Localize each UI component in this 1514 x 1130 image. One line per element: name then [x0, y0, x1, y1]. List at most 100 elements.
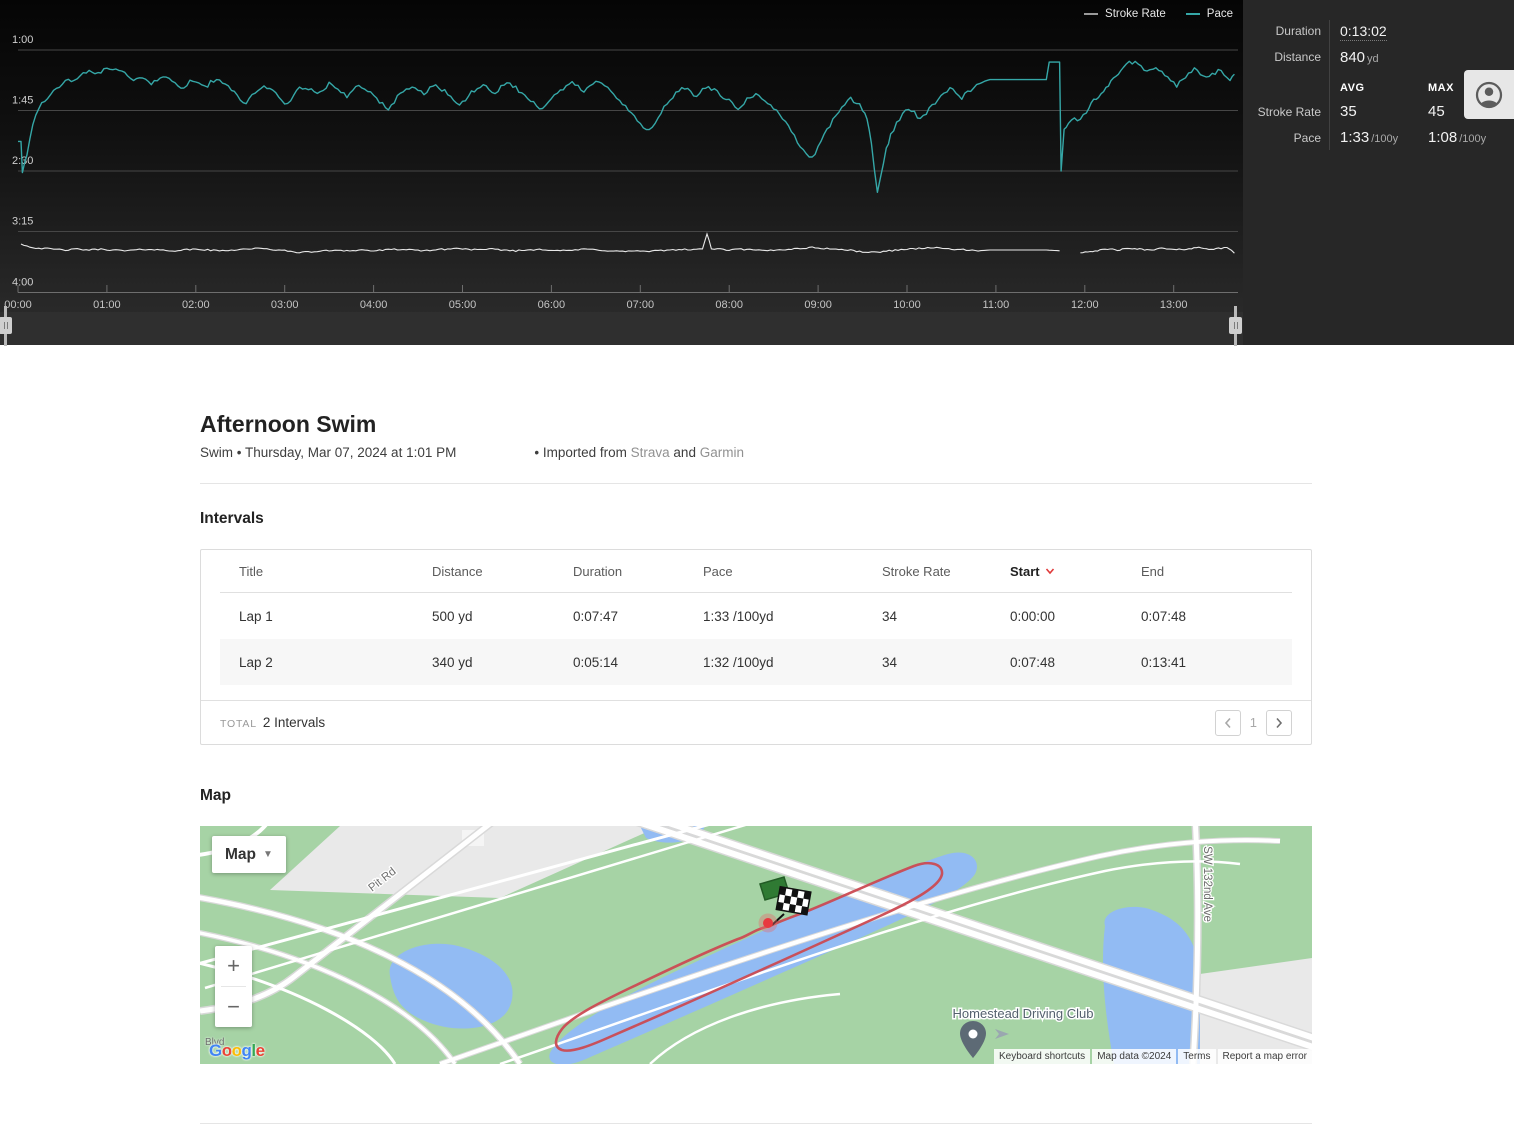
stroke-rate-line — [20, 232, 1060, 254]
terms-link[interactable]: Terms — [1178, 1049, 1216, 1064]
user-avatar-icon — [1475, 81, 1503, 108]
stats-divider — [1329, 20, 1330, 150]
pace-line — [18, 60, 1235, 193]
distance-label: Distance — [1274, 50, 1321, 64]
dropdown-caret-icon: ▼ — [263, 849, 273, 860]
time-axis-label: 13:00 — [1160, 299, 1188, 311]
garmin-link[interactable]: Garmin — [699, 445, 744, 460]
map-type-dropdown[interactable]: Map ▼ — [212, 836, 286, 873]
table-row[interactable]: Lap 2 340 yd 0:05:14 1:32 /100yd 34 0:07:48 0:… — [220, 639, 1292, 685]
road-label-blvd: Blvd — [205, 1037, 225, 1048]
total-value: 2 Intervals — [262, 715, 326, 730]
chevron-left-icon — [1224, 717, 1231, 728]
activity-subtitle: Swim • Thursday, Mar 07, 2024 at 1:01 PM… — [200, 444, 1312, 461]
zoom-in-button[interactable]: + — [215, 946, 252, 986]
map-roads — [200, 826, 1312, 1064]
time-axis-label: 11:00 — [983, 299, 1010, 311]
pace-legend-dash-icon — [1185, 13, 1200, 15]
place-pin-icon[interactable] — [960, 1021, 986, 1058]
interval-cell-duration: 0:07:47 — [573, 608, 619, 624]
google-logo[interactable]: Google — [209, 1041, 265, 1061]
pace-axis-label: 4:00 — [12, 277, 33, 289]
time-axis-label: 07:00 — [627, 299, 655, 311]
max-column-header: MAX — [1428, 82, 1454, 94]
route-map[interactable]: Homestead Driving Club Pit Rd SW 132nd A… — [200, 826, 1312, 1064]
interval-cell-pace: 1:33 /100yd — [703, 608, 774, 624]
stroke-rate-max: 45 — [1428, 103, 1445, 120]
chart-brush-track[interactable] — [0, 312, 1243, 345]
brush-handle-grip-icon — [0, 317, 12, 334]
pace-max: 1:08/100y — [1428, 129, 1487, 146]
chevron-right-icon — [1276, 717, 1283, 728]
finish-flag-marker[interactable] — [759, 876, 812, 926]
current-position-dot[interactable] — [763, 918, 773, 928]
time-axis-label: 00:00 — [4, 299, 32, 311]
checker-cell — [788, 904, 796, 913]
brush-handle-left[interactable] — [0, 306, 12, 346]
duration-value[interactable]: 0:13:02 — [1340, 23, 1387, 41]
imported-from-text: • Imported from Strava and Garmin — [534, 445, 744, 460]
next-page-button[interactable] — [1266, 709, 1292, 736]
interval-cell-pace: 1:32 /100yd — [703, 654, 774, 670]
interval-cell-stroke_rate: 34 — [882, 654, 898, 670]
strava-link[interactable]: Strava — [630, 445, 670, 460]
checker-cell — [783, 895, 792, 905]
map-oneway-arrow-icon — [995, 1029, 1009, 1039]
google-logo-letter: e — [255, 1041, 265, 1060]
interval-cell-title: Lap 2 — [239, 654, 273, 670]
previous-page-button[interactable] — [1214, 709, 1241, 736]
interval-cell-distance: 500 yd — [432, 608, 473, 624]
pace-axis-label: 1:45 — [12, 95, 33, 107]
column-header-stroke-rate[interactable]: Stroke Rate — [882, 563, 951, 579]
table-row[interactable]: Lap 1 500 yd 0:07:47 1:33 /100yd 34 0:00:00 0:… — [220, 593, 1292, 639]
page-title: Afternoon Swim — [200, 411, 377, 437]
keyboard-shortcuts-link[interactable]: Keyboard shortcuts — [994, 1049, 1091, 1064]
checker-cell — [795, 897, 804, 907]
user-avatar-button[interactable] — [1464, 70, 1514, 119]
time-axis-label: 10:00 — [893, 299, 921, 311]
pace-axis-label: 3:15 — [12, 216, 33, 228]
map-pond-left — [389, 943, 513, 1029]
report-map-error-link[interactable]: Report a map error — [1217, 1049, 1312, 1064]
column-header-end[interactable]: End — [1141, 563, 1165, 579]
column-header-title[interactable]: Title — [239, 563, 264, 579]
brush-handle-right[interactable] — [1229, 306, 1242, 346]
duration-label: Duration — [1275, 24, 1321, 38]
map-paved-area — [270, 826, 660, 898]
interval-cell-distance: 340 yd — [432, 654, 473, 670]
column-header-distance[interactable]: Distance — [432, 563, 483, 579]
activity-detail-content: Afternoon Swim Swim • Thursday, Mar 07, … — [200, 345, 1312, 1124]
legend-item-pace[interactable]: Pace — [1185, 8, 1233, 20]
checker-cell — [776, 901, 784, 911]
checker-cell — [778, 886, 787, 896]
pagination: 1 — [1214, 709, 1292, 736]
google-logo-letter: o — [221, 1041, 232, 1060]
interval-cell-start: 0:00:00 — [1010, 608, 1056, 624]
interval-cell-stroke_rate: 34 — [882, 608, 898, 624]
zoom-out-button[interactable]: − — [215, 987, 252, 1027]
time-axis-label: 04:00 — [360, 299, 388, 311]
map-zoom-control: + − — [215, 946, 252, 1027]
checker-cell — [803, 891, 811, 900]
intervals-table-footer: TOTAL 2 Intervals 1 — [201, 700, 1311, 744]
intervals-table-body: Lap 1 500 yd 0:07:47 1:33 /100yd 34 0:00:00 0:… — [220, 593, 1292, 700]
place-label[interactable]: Homestead Driving Club — [951, 1005, 1095, 1023]
legend-label: Pace — [1206, 8, 1233, 20]
column-header-start-sorted[interactable]: Start — [1010, 564, 1141, 579]
stroke-rate-legend-dash-icon — [1084, 13, 1099, 15]
time-axis-label: 03:00 — [271, 299, 299, 311]
google-logo-letter: o — [231, 1041, 242, 1060]
google-logo-letter: l — [251, 1041, 256, 1060]
activity-chart[interactable]: Stroke Rate Pace 1:00 1:45 2:30 3:15 4:00 00:… — [0, 0, 1243, 346]
legend-label: Stroke Rate — [1105, 8, 1166, 20]
pace-stroke-chart-canvas[interactable]: 1:00 1:45 2:30 3:15 4:00 00:00 01:00 02:00 03:00… — [0, 0, 1243, 345]
distance-value: 840 yd — [1340, 49, 1379, 66]
column-header-duration[interactable]: Duration — [573, 563, 623, 579]
legend-item-stroke-rate[interactable]: Stroke Rate — [1084, 8, 1166, 20]
road-label-sw-132nd-ave: SW 132nd Ave — [1201, 846, 1213, 922]
interval-cell-end: 0:07:48 — [1141, 608, 1187, 624]
stroke-rate-label: Stroke Rate — [1257, 105, 1321, 119]
column-header-pace[interactable]: Pace — [703, 563, 733, 579]
chart-legend: Stroke Rate Pace — [1084, 8, 1233, 20]
time-axis-label: 09:00 — [804, 299, 832, 311]
